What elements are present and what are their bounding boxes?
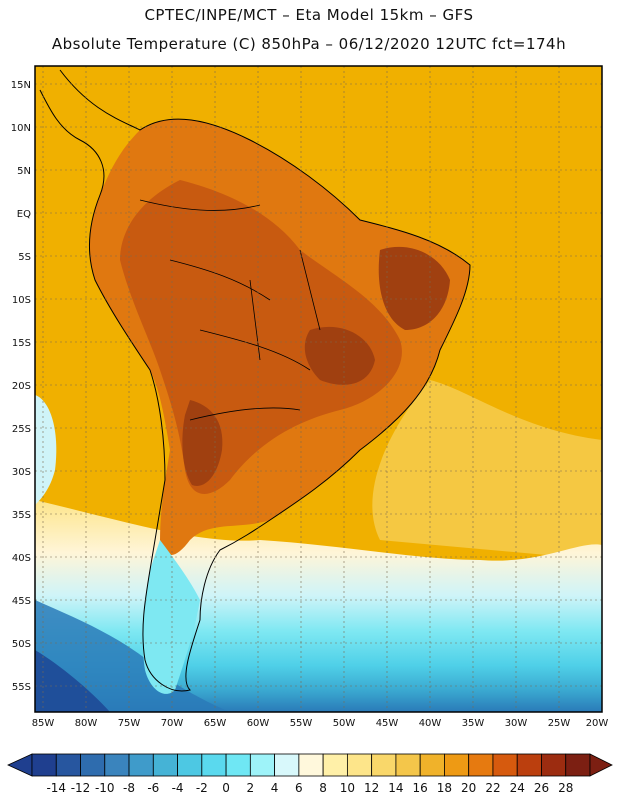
colorbar-label: 18: [437, 781, 452, 795]
deepest-cold-southwest: [35, 650, 110, 712]
colorbar-swatch: [31, 753, 57, 777]
colorbar-arrow-right: [589, 753, 613, 777]
land-hottest-chaco: [182, 400, 223, 486]
lon-label: 25W: [548, 718, 571, 729]
colorbar-label: 26: [534, 781, 549, 795]
colorbar-swatch: [541, 753, 567, 777]
lat-label: 55S: [12, 682, 31, 693]
lat-label: 25S: [12, 424, 31, 435]
temperature-field: [35, 66, 602, 712]
lon-label: 40W: [419, 718, 442, 729]
colorbar-label: -6: [147, 781, 159, 795]
colorbar-swatch: [322, 753, 348, 777]
colorbar: -14 -12 -10 -8 -6 -4 -2 0 2 4 6 8 10 12 14 16 18 20 22 24 26…: [7, 753, 613, 795]
map-title-line2: Absolute Temperature (C) 850hPa – 06/12/…: [51, 35, 567, 53]
lat-label: 15N: [11, 80, 31, 91]
colorbar-swatch: [152, 753, 178, 777]
country-borders: [139, 199, 321, 421]
colorbar-swatch: [249, 753, 276, 777]
colorbar-label: 4: [271, 781, 279, 795]
colorbar-swatch: [201, 753, 227, 777]
lon-label: 70W: [161, 718, 184, 729]
longitude-labels: 85W 80W 75W 70W 65W 60W 55W 50W 45W 40W …: [32, 718, 609, 729]
colorbar-swatch: [225, 753, 251, 777]
lat-label: 10S: [12, 295, 31, 306]
lat-label: 15S: [12, 338, 31, 349]
lon-label: 50W: [333, 718, 356, 729]
atlantic-mid-yellow: [372, 380, 602, 560]
colorbar-label: 6: [295, 781, 303, 795]
colorbar-swatch: [395, 753, 421, 777]
lon-label: 55W: [290, 718, 313, 729]
colorbar-label: -4: [172, 781, 184, 795]
lon-label: 85W: [32, 718, 55, 729]
colorbar-swatch: [128, 753, 154, 777]
colorbar-swatch: [104, 753, 130, 777]
colorbar-label: 2: [247, 781, 255, 795]
lon-label: 60W: [247, 718, 270, 729]
lon-label: 45W: [376, 718, 399, 729]
coastline: [39, 69, 471, 692]
colorbar-label: 14: [388, 781, 403, 795]
colorbar-label: 28: [558, 781, 573, 795]
colorbar-label: 10: [340, 781, 355, 795]
colorbar-label: 20: [461, 781, 476, 795]
lat-label: 40S: [12, 553, 31, 564]
lat-label: 45S: [12, 596, 31, 607]
colorbar-swatch: [55, 753, 81, 777]
colorbar-swatch: [346, 753, 373, 777]
colorbar-swatch: [565, 753, 591, 777]
colorbar-label: 16: [413, 781, 428, 795]
land-hottest-central: [304, 326, 375, 385]
colorbar-swatch: [444, 753, 470, 777]
land-hottest-northeast: [378, 246, 450, 330]
colorbar-swatch: [274, 753, 300, 777]
deep-cold-southwest: [35, 600, 230, 712]
lat-label: 5N: [17, 166, 31, 177]
colorbar-swatch: [177, 753, 203, 777]
colorbar-swatch: [80, 753, 106, 777]
lat-label: 5S: [18, 252, 31, 263]
lat-label: 20S: [12, 381, 31, 392]
lon-label: 80W: [75, 718, 98, 729]
lon-label: 75W: [118, 718, 141, 729]
lat-label: EQ: [17, 209, 31, 220]
colorbar-swatch: [468, 753, 494, 777]
colorbar-label: -12: [71, 781, 91, 795]
lon-label: 30W: [505, 718, 528, 729]
map-title-line1: CPTEC/INPE/MCT – Eta Model 15km – GFS: [144, 6, 474, 24]
colorbar-label: -14: [46, 781, 66, 795]
lat-label: 50S: [12, 639, 31, 650]
colorbar-label: -8: [123, 781, 135, 795]
colorbar-label: -10: [95, 781, 115, 795]
colorbar-label: 8: [319, 781, 327, 795]
colorbar-label: 0: [222, 781, 230, 795]
pacific-cool-patch: [35, 395, 57, 505]
colorbar-label: 24: [510, 781, 525, 795]
colorbar-swatch: [371, 753, 397, 777]
lon-label: 65W: [204, 718, 227, 729]
lat-label: 30S: [12, 467, 31, 478]
colorbar-arrow-left: [7, 753, 33, 777]
lat-label: 35S: [12, 510, 31, 521]
map-frame: [34, 65, 603, 713]
lat-label: 10N: [11, 123, 31, 134]
colorbar-label: 12: [364, 781, 379, 795]
colorbar-swatch: [492, 753, 518, 777]
lon-label: 20W: [586, 718, 609, 729]
colorbar-swatch: [419, 753, 445, 777]
colorbar-swatch: [298, 753, 324, 777]
patagonia-cool: [142, 540, 200, 694]
colorbar-swatch: [516, 753, 542, 777]
lon-label: 35W: [462, 718, 485, 729]
colorbar-label: -2: [196, 781, 208, 795]
latitude-labels: 15N 10N 5N EQ 5S 10S 15S 20S 25S 30S 35S…: [11, 80, 31, 693]
colorbar-label: 22: [485, 781, 500, 795]
